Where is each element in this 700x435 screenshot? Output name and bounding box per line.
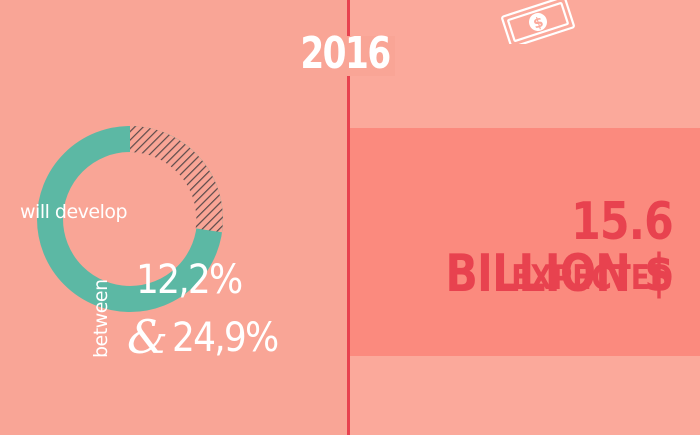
forecast-note: EXPECTED <box>511 258 673 298</box>
svg-text:$: $ <box>531 14 545 32</box>
donut-hatched-arc <box>130 126 223 233</box>
center-divider <box>347 0 350 435</box>
money-bill-icon: $ <box>497 0 579 49</box>
forecast-amount: 15.6 BILLION $ <box>445 192 673 304</box>
range-ampersand: & <box>127 310 168 364</box>
range-prefix: between <box>90 279 112 358</box>
year-label-background <box>295 36 395 76</box>
range-high-value: 24,9% <box>172 315 279 361</box>
range-low-value: 12,2% <box>136 257 243 303</box>
forecast-highlight-band <box>350 128 700 356</box>
growth-donut-chart <box>35 124 225 319</box>
year-label: 2016 <box>300 28 391 79</box>
donut-label: will develop <box>20 201 128 223</box>
